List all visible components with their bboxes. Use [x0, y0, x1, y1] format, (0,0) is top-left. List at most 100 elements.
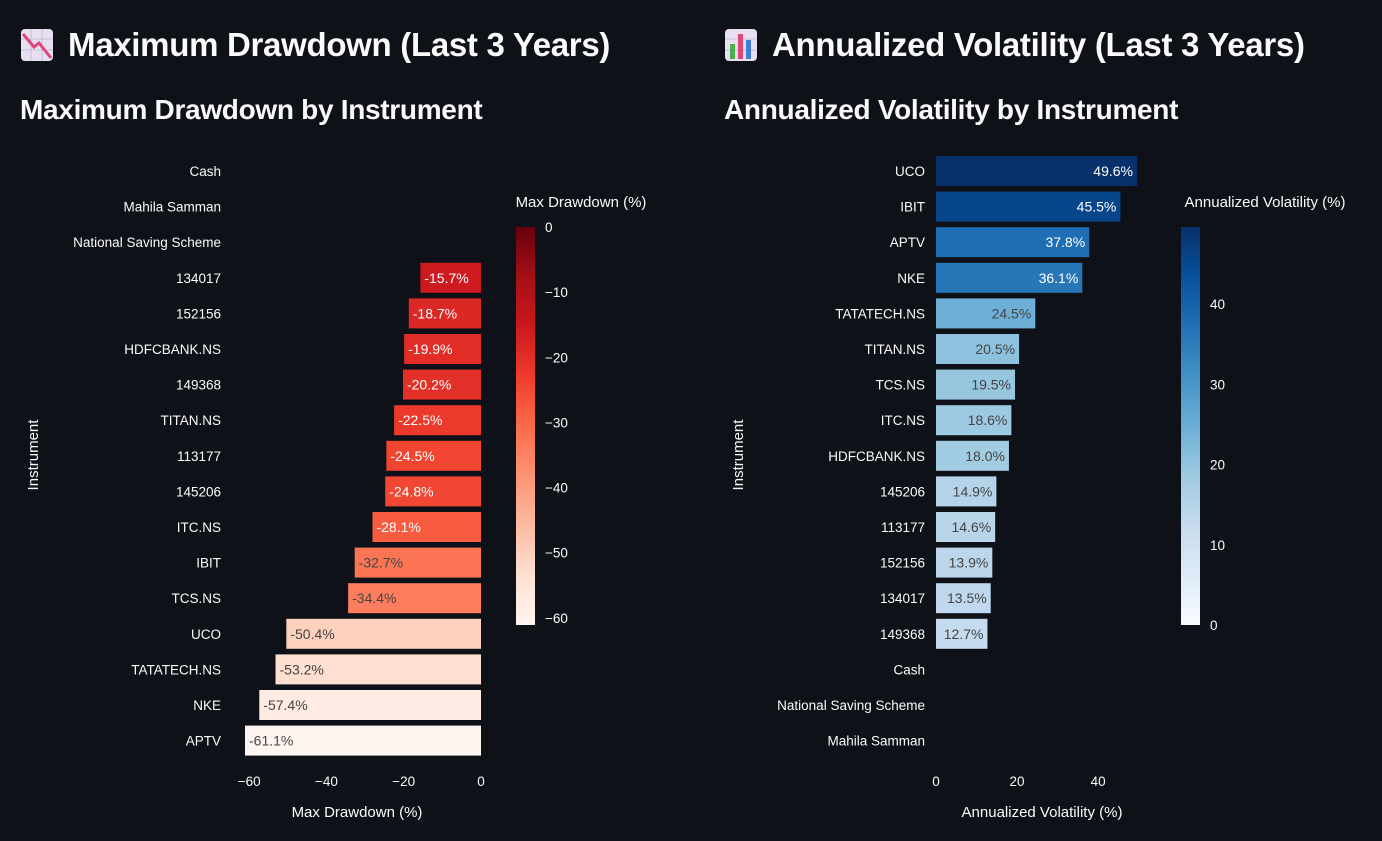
data-label: -24.8% — [389, 483, 433, 499]
bar — [394, 405, 481, 436]
bar — [936, 334, 1020, 364]
section-title-volatility: Annualized Volatility (Last 3 Years) — [724, 26, 1305, 64]
colorbar-tick-label: −30 — [545, 415, 568, 430]
data-label: -22.5% — [398, 412, 442, 428]
y-tick-label: Mahila Samman — [827, 734, 925, 749]
bar-chart-icon — [725, 29, 757, 61]
x-tick-label: 40 — [1091, 774, 1106, 789]
bar — [404, 334, 481, 364]
section-title-text: Maximum Drawdown (Last 3 Years) — [68, 26, 611, 63]
y-tick-label: Mahila Samman — [123, 200, 221, 215]
y-tick-label: 113177 — [177, 449, 221, 464]
drawdown-chart: Cash Mahila Samman National Saving Scheme 1… — [25, 164, 646, 821]
colorbar-tick-label: 20 — [1210, 458, 1225, 473]
data-label: -50.4% — [290, 626, 334, 642]
x-tick-label: −60 — [238, 774, 261, 789]
y-tick-label: 152156 — [880, 556, 925, 571]
bar — [936, 583, 991, 614]
section-title-text: Annualized Volatility (Last 3 Years) — [772, 26, 1305, 63]
chart-title-drawdown: Maximum Drawdown by Instrument — [20, 94, 483, 125]
y-tick-label: National Saving Scheme — [777, 698, 925, 713]
x-axis-title: Annualized Volatility (%) — [962, 804, 1123, 821]
bar — [936, 405, 1012, 436]
chart-title-volatility: Annualized Volatility by Instrument — [724, 94, 1179, 125]
y-tick-label: APTV — [890, 235, 925, 250]
data-label: 19.5% — [971, 377, 1011, 393]
colorbar-tick-label: 10 — [1210, 538, 1225, 553]
y-tick-label: Cash — [189, 164, 221, 179]
data-label: 18.0% — [965, 448, 1005, 464]
data-label: -15.7% — [424, 270, 468, 286]
y-tick-label: 149368 — [176, 378, 221, 393]
bar — [348, 583, 481, 614]
bar — [402, 369, 481, 400]
bar — [936, 618, 988, 649]
y-tick-label: Cash — [893, 662, 925, 677]
colorbar-tick-label: −20 — [545, 350, 568, 365]
data-label: -61.1% — [249, 733, 293, 749]
y-tick-label: HDFCBANK.NS — [124, 342, 221, 357]
chart-decreasing-icon — [21, 29, 53, 61]
colorbar-tick-label: 40 — [1210, 297, 1225, 312]
x-tick-label: −20 — [392, 774, 415, 789]
bar — [420, 262, 481, 293]
y-tick-label: TATATECH.NS — [131, 662, 221, 677]
data-label: 49.6% — [1093, 163, 1133, 179]
y-tick-label: 113177 — [881, 520, 925, 535]
y-tick-label: TITAN.NS — [865, 342, 926, 357]
y-tick-label: 145206 — [176, 484, 221, 499]
x-tick-label: 0 — [477, 774, 485, 789]
bar — [936, 440, 1009, 471]
bar — [354, 547, 481, 578]
data-label: -53.2% — [280, 661, 324, 677]
bar — [259, 690, 481, 720]
y-tick-label: NKE — [193, 698, 221, 713]
data-label: 13.5% — [947, 590, 987, 606]
data-label: 14.6% — [951, 519, 991, 535]
data-label: 20.5% — [975, 341, 1015, 357]
bar — [936, 227, 1090, 258]
data-label: -28.1% — [376, 519, 420, 535]
data-label: -57.4% — [263, 697, 307, 713]
y-tick-label: NKE — [897, 271, 925, 286]
bar — [275, 654, 481, 685]
y-tick-label: IBIT — [196, 556, 221, 571]
y-axis-title: Instrument — [25, 419, 42, 491]
data-label: 13.9% — [949, 555, 989, 571]
y-tick-label: TATATECH.NS — [835, 306, 925, 321]
colorbar — [1181, 227, 1200, 625]
x-axis-title: Max Drawdown (%) — [292, 804, 423, 821]
colorbar-tick-label: 0 — [545, 220, 553, 235]
bar — [936, 512, 996, 542]
y-tick-label: HDFCBANK.NS — [828, 449, 925, 464]
colorbar-tick-label: −50 — [545, 546, 568, 561]
colorbar-tick-label: −60 — [545, 611, 568, 626]
data-label: 36.1% — [1039, 270, 1079, 286]
colorbar-tick-label: 30 — [1210, 377, 1225, 392]
y-tick-label: IBIT — [900, 200, 925, 215]
x-tick-label: −40 — [315, 774, 338, 789]
bar — [936, 262, 1083, 293]
data-label: 14.9% — [953, 483, 993, 499]
y-tick-label: 152156 — [176, 306, 221, 321]
y-axis-title: Instrument — [730, 419, 747, 491]
colorbar-title: Annualized Volatility (%) — [1185, 194, 1346, 211]
data-label: -19.9% — [408, 341, 452, 357]
volatility-chart: UCO 49.6% IBIT 45.5% APTV 37.8% NKE 36.1% TATATE… — [730, 156, 1346, 821]
y-tick-label: 134017 — [176, 271, 221, 286]
y-tick-label: 149368 — [880, 627, 925, 642]
data-label: -32.7% — [359, 555, 403, 571]
colorbar-tick-label: 0 — [1210, 618, 1218, 633]
y-tick-label: 145206 — [880, 484, 925, 499]
x-tick-label: 20 — [1010, 774, 1025, 789]
bar — [936, 369, 1016, 400]
y-tick-label: National Saving Scheme — [73, 235, 221, 250]
data-label: 45.5% — [1077, 199, 1117, 215]
data-label: -18.7% — [413, 305, 457, 321]
colorbar — [516, 227, 535, 625]
y-tick-label: TITAN.NS — [161, 413, 222, 428]
bar — [936, 476, 997, 507]
bar — [372, 512, 481, 542]
bar — [386, 440, 481, 471]
bar — [936, 156, 1137, 186]
